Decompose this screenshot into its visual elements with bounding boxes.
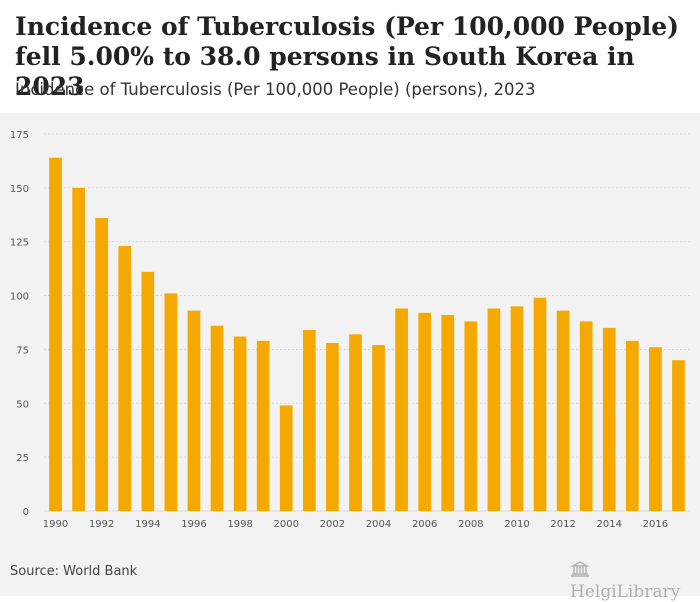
x-axis-ticks: 1990 1992 1994 1996 1998 2000 2002 2004 2006 2008… (43, 519, 668, 530)
chart-title: Incidence of Tuberculosis (Per 100,000 P… (15, 12, 680, 101)
library-building-icon (570, 561, 590, 582)
bar-2011 (533, 297, 547, 511)
chart-subtitle: Incidence of Tuberculosis (Per 100,000 P… (15, 80, 536, 99)
x-tick-label: 2004 (366, 519, 391, 530)
bar-2010 (510, 306, 524, 511)
y-tick-label: 100 (10, 292, 29, 303)
x-tick-label: 1998 (227, 519, 252, 530)
y-tick-label: 175 (10, 130, 29, 141)
bar-1997 (210, 325, 224, 511)
x-tick-label: 2012 (550, 519, 575, 530)
bar-2012 (556, 310, 570, 511)
header: Incidence of Tuberculosis (Per 100,000 P… (0, 0, 700, 113)
y-tick-label: 150 (10, 184, 29, 195)
bar-2017 (672, 360, 685, 511)
bar-2016 (649, 347, 662, 511)
bar-2002 (326, 342, 339, 511)
bar-2005 (395, 308, 408, 511)
bar-2007 (441, 314, 455, 511)
x-tick-label: 2016 (643, 519, 668, 530)
bar-1999 (256, 340, 270, 511)
bar-1991 (72, 187, 85, 511)
x-tick-label: 2008 (458, 519, 483, 530)
x-tick-label: 2010 (504, 519, 529, 530)
bar-2014 (602, 327, 616, 511)
x-tick-label: 1990 (43, 519, 68, 530)
source-note: Source: World Bank (10, 564, 138, 579)
x-tick-label: 1994 (135, 519, 160, 530)
y-axis-ticks: 0 25 50 75 100 125 150 175 (10, 130, 29, 518)
bar-1992 (95, 218, 109, 511)
y-tick-label: 0 (23, 507, 29, 518)
y-tick-label: 75 (16, 345, 29, 356)
x-tick-label: 1992 (89, 519, 114, 530)
bar-2003 (349, 334, 362, 511)
x-tick-label: 1996 (181, 519, 206, 530)
bar-2004 (372, 345, 385, 511)
y-tick-label: 125 (10, 238, 29, 249)
bar-2009 (487, 308, 501, 511)
y-tick-label: 25 (16, 453, 29, 464)
bar-2015 (625, 340, 639, 511)
bar-1993 (118, 246, 132, 511)
chart-area: 0 25 50 75 100 125 150 175 1990 1992 1994 1996 1998… (0, 113, 700, 596)
bars (49, 157, 685, 511)
bar-chart: 0 25 50 75 100 125 150 175 1990 1992 1994 1996 1998… (10, 130, 690, 530)
bar-2008 (464, 321, 478, 511)
bar-2006 (418, 312, 432, 511)
logo-text: HelgiLibrary (570, 582, 681, 602)
bar-2000 (279, 405, 293, 511)
x-tick-label: 2000 (274, 519, 299, 530)
bar-1990 (49, 157, 62, 511)
bar-1998 (233, 336, 247, 511)
y-tick-label: 50 (16, 399, 29, 410)
grid-lines (44, 133, 690, 512)
x-tick-label: 2006 (412, 519, 437, 530)
x-tick-label: 2002 (320, 519, 345, 530)
bar-1996 (187, 310, 201, 511)
x-tick-label: 2014 (597, 519, 622, 530)
bar-1995 (164, 293, 178, 511)
bar-1994 (141, 271, 155, 511)
bar-2013 (579, 321, 593, 511)
bar-2001 (302, 330, 316, 511)
